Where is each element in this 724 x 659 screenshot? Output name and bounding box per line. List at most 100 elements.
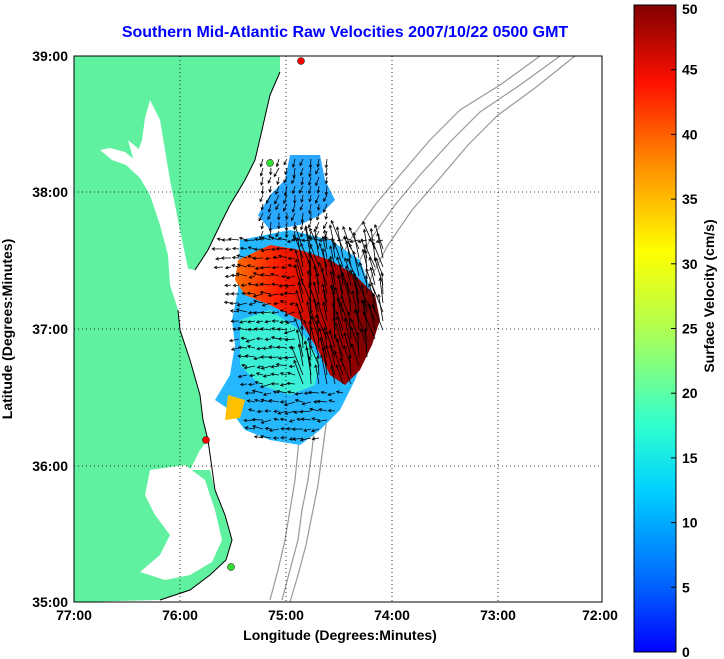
velocity-vector [295, 250, 304, 277]
vector-arrowhead [284, 411, 289, 415]
vector-arrowhead [319, 337, 323, 342]
vector-arrowhead [273, 173, 277, 178]
vector-arrowhead [330, 219, 335, 224]
vector-arrowhead [293, 410, 298, 414]
velocity-vector [314, 229, 320, 259]
vector-arrowhead [285, 320, 290, 325]
vector-arrowhead [300, 226, 304, 231]
vector-arrowhead [362, 228, 367, 233]
vector-arrowhead [309, 345, 313, 349]
vector-arrowhead [373, 257, 378, 262]
velocity-vector [273, 391, 280, 394]
velocity-vector [363, 311, 376, 340]
velocity-vector [334, 350, 344, 376]
vector-arrowhead [271, 282, 275, 287]
vector-arrowhead [362, 300, 366, 304]
vector-arrowhead [292, 200, 297, 205]
velocity-vector [240, 383, 248, 385]
velocity-vector [274, 194, 280, 204]
velocity-vector [259, 194, 264, 202]
vector-arrowhead [227, 237, 232, 241]
velocity-vector [287, 372, 296, 376]
velocity-vector [273, 418, 280, 421]
x-tick-labels: 77:00 76:00 75:00 74:00 73:00 72:00 [56, 607, 618, 623]
velocity-vector [285, 338, 296, 341]
velocity-vector [337, 297, 344, 322]
velocity-vector [231, 274, 240, 277]
vector-arrowhead [347, 354, 352, 359]
velocity-vector [301, 212, 304, 223]
vector-arrowhead [360, 238, 365, 242]
velocity-vector [310, 327, 320, 358]
velocity-vector [297, 418, 304, 421]
velocity-vector [273, 410, 280, 412]
vector-arrowhead [368, 283, 372, 288]
vector-arrowhead [308, 297, 312, 302]
vector-arrowhead [247, 246, 252, 250]
vector-arrowhead [314, 364, 318, 369]
vector-arrowhead [259, 384, 264, 389]
vector-arrowhead [308, 284, 312, 289]
velocity-vector [247, 320, 256, 323]
vector-arrowhead [272, 255, 277, 260]
vector-arrowhead [260, 236, 265, 240]
vector-arrowhead [268, 234, 272, 239]
vector-arrowhead [371, 303, 376, 308]
vector-arrowhead [247, 408, 252, 412]
vector-arrowhead [267, 180, 271, 184]
vector-arrowhead [275, 206, 279, 211]
vector-arrowhead [294, 236, 298, 241]
velocity-vector [309, 253, 312, 277]
vector-arrowhead [283, 161, 287, 166]
velocity-vector [293, 437, 304, 440]
velocity-vector [268, 203, 272, 213]
vector-arrowhead [283, 207, 287, 212]
vector-arrowhead [305, 346, 309, 351]
vector-arrowhead [273, 301, 277, 306]
vector-arrowhead [259, 198, 263, 203]
velocity-vector [346, 282, 352, 313]
velocity-vector [277, 176, 280, 185]
vector-arrowhead [291, 180, 295, 184]
vector-arrowhead [331, 301, 336, 306]
vector-arrowhead [291, 209, 296, 213]
vector-arrowhead [216, 237, 221, 241]
vector-arrowhead [278, 254, 282, 259]
velocity-vector [331, 220, 344, 250]
velocity-vector [302, 401, 312, 405]
vector-arrowhead [318, 327, 322, 332]
vector-arrowhead [328, 329, 333, 334]
vector-arrowhead [343, 345, 347, 349]
vector-arrowhead [328, 258, 332, 262]
velocity-vector [293, 230, 296, 238]
velocity-vector [298, 344, 304, 367]
vector-arrowhead [271, 265, 276, 270]
velocity-vector [300, 221, 304, 230]
vector-arrowhead [260, 310, 265, 315]
vector-arrowhead [286, 381, 291, 386]
vector-arrowhead [323, 229, 327, 234]
vector-arrowhead [283, 200, 287, 205]
vector-arrowhead [307, 182, 312, 187]
velocity-vector [280, 372, 288, 376]
vector-arrowhead [297, 343, 302, 348]
vector-arrowhead [318, 261, 322, 266]
velocity-vector [330, 345, 336, 367]
velocity-vector [298, 282, 304, 304]
vector-arrowhead [343, 235, 347, 240]
velocity-vector [299, 185, 304, 194]
vector-arrowhead [345, 265, 349, 270]
velocity-vector [273, 167, 280, 177]
velocity-vector [249, 302, 256, 306]
velocity-vector [339, 302, 352, 331]
vector-arrowhead [280, 436, 284, 440]
vector-arrowhead [347, 311, 351, 315]
vector-arrowhead [236, 254, 241, 258]
velocity-vector [249, 374, 256, 377]
velocity-vector [287, 391, 296, 394]
velocity-vector [247, 328, 256, 331]
velocity-vector [350, 327, 360, 349]
velocity-vector [328, 392, 336, 396]
vector-arrowhead [288, 247, 293, 252]
vector-arrowhead [268, 188, 272, 193]
